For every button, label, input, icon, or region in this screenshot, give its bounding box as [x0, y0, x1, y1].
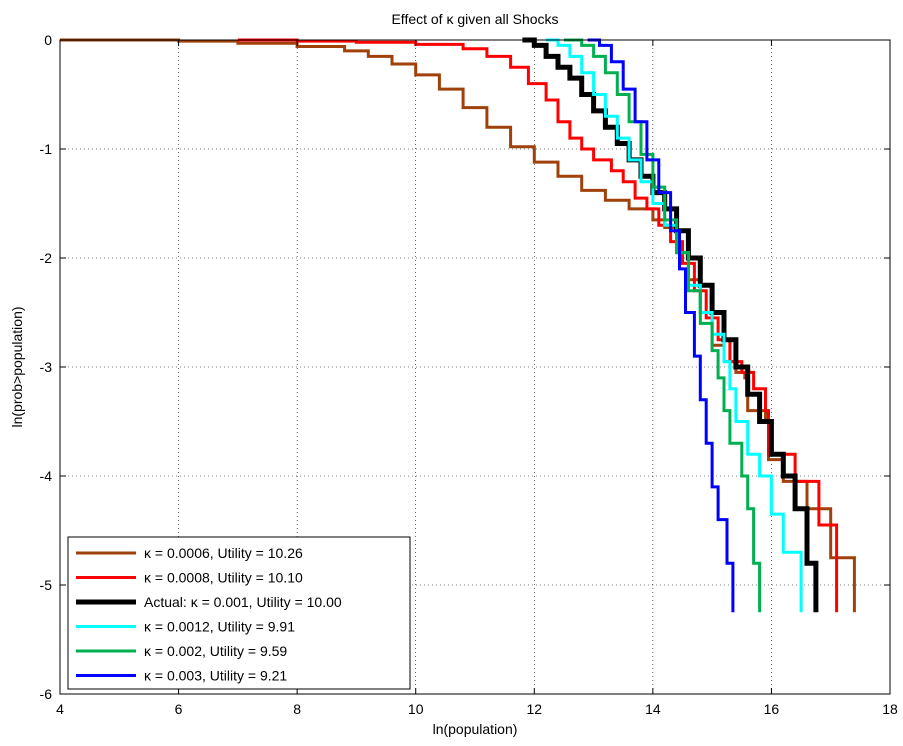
series-line-1 — [60, 38, 856, 613]
legend-label-3: Actual: κ = 0.001, Utility = 10.00 — [144, 594, 342, 610]
chart-title: Effect of κ given all Shocks — [391, 11, 558, 27]
x-tick-label: 14 — [645, 701, 661, 717]
y-tick-label: -4 — [40, 468, 53, 484]
x-tick-label: 16 — [764, 701, 780, 717]
x-tick-label: 10 — [408, 701, 424, 717]
legend-label-5: κ = 0.002, Utility = 9.59 — [144, 643, 287, 659]
y-tick-label: -5 — [40, 577, 53, 593]
series-line-2 — [237, 38, 839, 613]
legend: κ = 0.0006, Utility = 10.26 κ = 0.0008, U… — [67, 536, 411, 690]
legend-label-6: κ = 0.003, Utility = 9.21 — [144, 668, 287, 684]
x-axis-title: ln(population) — [433, 721, 518, 737]
legend-box — [67, 536, 411, 690]
y-tick-label: 0 — [44, 32, 52, 48]
series-line-3 — [522, 37, 819, 613]
x-tick-label: 8 — [293, 701, 301, 717]
x-tick-label: 4 — [56, 701, 64, 717]
x-tick-label: 6 — [175, 701, 183, 717]
tick-labels: 4 6 8 10 12 14 16 18 0 -1 -2 -3 -4 -5 -6 — [40, 32, 898, 717]
axis-ticks — [59, 39, 891, 695]
series-line-6 — [587, 38, 735, 613]
y-tick-label: -1 — [40, 141, 53, 157]
x-tick-label: 18 — [882, 701, 898, 717]
y-tick-label: -3 — [40, 359, 53, 375]
series-line-5 — [563, 38, 762, 613]
x-tick-label: 12 — [526, 701, 542, 717]
series-group — [60, 37, 856, 613]
y-tick-label: -2 — [40, 250, 53, 266]
legend-label-2: κ = 0.0008, Utility = 10.10 — [144, 570, 303, 586]
y-tick-label: -6 — [40, 686, 53, 702]
legend-label-4: κ = 0.0012, Utility = 9.91 — [144, 619, 295, 635]
legend-label-1: κ = 0.0006, Utility = 10.26 — [144, 545, 303, 561]
y-axis-title: ln(prob>population) — [9, 306, 25, 427]
